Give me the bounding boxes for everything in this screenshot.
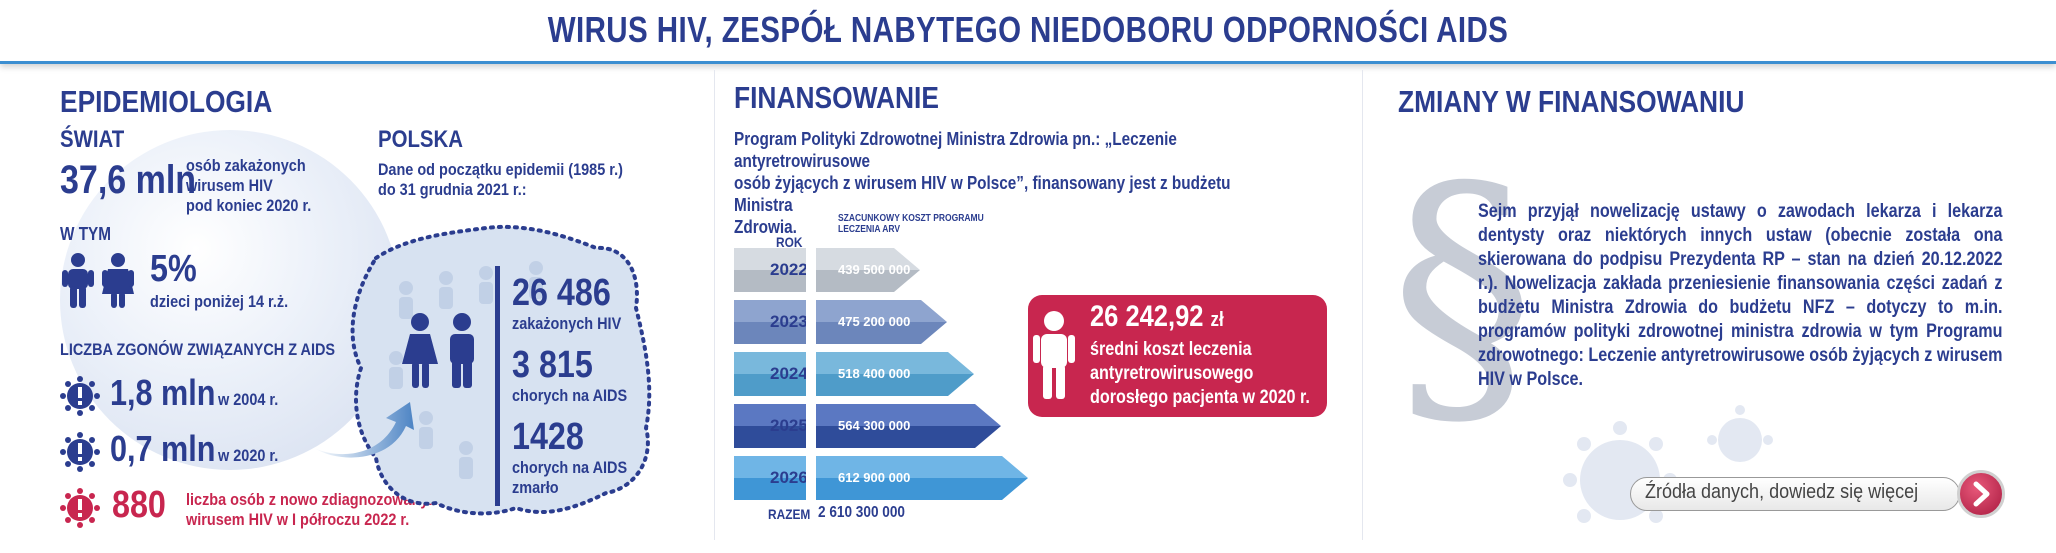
children-icon bbox=[62, 253, 134, 308]
swiat-label: ŚWIAT bbox=[60, 126, 125, 153]
person-icon bbox=[1033, 311, 1075, 399]
deaths-2020-value: 0,7 mln bbox=[110, 428, 216, 469]
stats-divider bbox=[495, 266, 500, 506]
adults-icon bbox=[402, 313, 474, 388]
cost-label-2023: 475 200 000 bbox=[838, 314, 911, 329]
year-column-header: ROK bbox=[776, 234, 803, 250]
deaths-2004-year: w 2004 r. bbox=[218, 390, 279, 409]
chevron-right-icon bbox=[1973, 481, 1990, 507]
chart-separator bbox=[806, 232, 810, 532]
sources-arrow-button[interactable] bbox=[1957, 470, 2005, 518]
total-value: 2 610 300 000 bbox=[818, 504, 905, 521]
cost-label-2025: 564 300 000 bbox=[838, 418, 911, 433]
curved-arrow-icon bbox=[314, 402, 414, 458]
virus-icon bbox=[60, 376, 100, 416]
year-label-2024: 2024 bbox=[770, 364, 808, 383]
w-tym-label: W TYM bbox=[60, 224, 111, 244]
year-label-2023: 2023 bbox=[770, 312, 808, 331]
virus-icon bbox=[60, 432, 100, 472]
year-label-2022: 2022 bbox=[770, 260, 808, 279]
cost-column-header: SZACUNKOWY KOSZT PROGRAMU LECZENIA ARV bbox=[838, 213, 984, 235]
deaths-header: LICZBA ZGONÓW ZWIĄZANYCH Z AIDS bbox=[60, 340, 336, 359]
new-cases-value: 880 bbox=[112, 484, 166, 526]
total-label: RAZEM bbox=[768, 506, 811, 522]
virus-watermark-icon bbox=[1563, 405, 1773, 523]
new-cases-desc: liczba osób z nowo zdiagnozowanym wiruse… bbox=[186, 490, 442, 529]
page-title: WIRUS HIV, ZESPÓŁ NABYTEGO NIEDOBORU ODP… bbox=[547, 9, 1509, 50]
children-percent: 5% bbox=[150, 248, 197, 290]
zmiany-title: ZMIANY W FINANSOWANIU bbox=[1398, 84, 1745, 119]
pl-deaths-desc: chorych na AIDS zmarło bbox=[512, 458, 628, 497]
polska-desc: Dane od początku epidemii (1985 r.) do 3… bbox=[378, 160, 623, 199]
sources-button-label[interactable]: Źródła danych, dowiedz się więcej bbox=[1645, 481, 1919, 503]
world-infected-desc: osób zakażonych wirusem HIV pod koniec 2… bbox=[186, 156, 312, 215]
cost-label-2022: 439 500 000 bbox=[838, 262, 911, 277]
year-label-2025: 2025 bbox=[770, 416, 808, 435]
section-divider bbox=[1362, 70, 1363, 540]
cost-arrow-2022 bbox=[734, 248, 920, 292]
year-label-2026: 2026 bbox=[770, 468, 808, 487]
finansowanie-title: FINANSOWANIE bbox=[734, 80, 939, 115]
paragraph-sign-icon: § bbox=[1390, 126, 1535, 463]
pl-deaths-value: 1428 bbox=[512, 416, 584, 458]
avg-cost-card bbox=[1028, 295, 1327, 417]
sources-button[interactable] bbox=[1630, 477, 1960, 511]
zmiany-text: Sejm przyjął nowelizację ustawy o zawoda… bbox=[1478, 201, 2003, 390]
children-desc: dzieci poniżej 14 r.ż. bbox=[150, 292, 289, 311]
cost-arrow-2023 bbox=[734, 300, 947, 344]
pl-aids-desc: chorych na AIDS bbox=[512, 386, 628, 405]
pl-infected-value: 26 486 bbox=[512, 272, 611, 314]
cost-label-2024: 518 400 000 bbox=[838, 366, 911, 381]
cost-label-2026: 612 900 000 bbox=[838, 470, 911, 485]
avg-cost-value: 26 242,92 zł bbox=[1090, 300, 1224, 333]
epidemiologia-title: EPIDEMIOLOGIA bbox=[60, 84, 273, 119]
polska-label: POLSKA bbox=[378, 126, 464, 153]
cost-arrow-2025 bbox=[734, 404, 1001, 448]
page-header: WIRUS HIV, ZESPÓŁ NABYTEGO NIEDOBORU ODP… bbox=[0, 0, 2056, 64]
finansowanie-desc: Program Polityki Zdrowotnej Ministra Zdr… bbox=[734, 129, 1231, 237]
pl-aids-value: 3 815 bbox=[512, 344, 593, 386]
deaths-2020-year: w 2020 r. bbox=[218, 446, 279, 465]
world-infected-value: 37,6 mln bbox=[60, 158, 197, 202]
poland-map bbox=[350, 224, 652, 516]
virus-icon bbox=[60, 488, 100, 528]
avg-cost-desc: średni koszt leczenia antyretrowirusoweg… bbox=[1090, 339, 1310, 408]
pl-infected-desc: zakażonych HIV bbox=[512, 314, 622, 333]
cost-arrow-2024 bbox=[734, 352, 974, 396]
section-divider bbox=[714, 70, 715, 540]
deaths-2004-value: 1,8 mln bbox=[110, 372, 216, 413]
